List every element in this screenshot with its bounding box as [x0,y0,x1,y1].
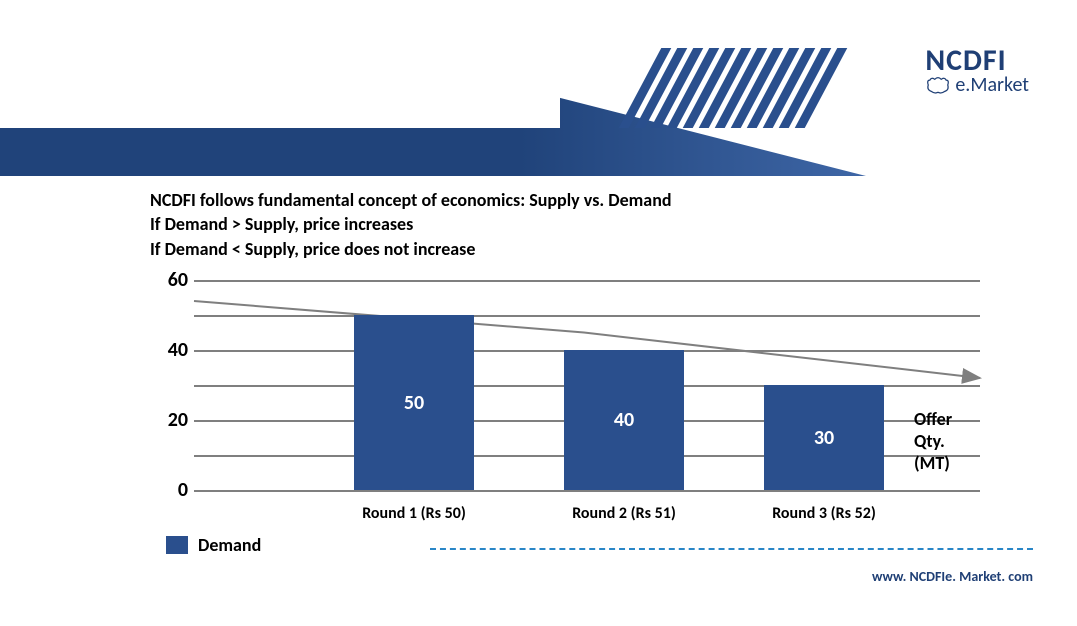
y-tick-label: 40 [168,338,188,362]
bar-group: 50Round 1 (Rs 50) [354,280,474,490]
bar-value-label: 30 [764,426,884,450]
cow-icon [925,75,951,95]
bar: 50 [354,315,474,490]
y-tick-label: 60 [168,268,188,292]
y-tick-label: 20 [168,408,188,432]
legend-swatch [166,536,188,554]
bar-group: 30Round 3 (Rs 52) [764,280,884,490]
x-category-label: Round 2 (Rs 51) [524,504,724,523]
offer-qty-label: Offer Qty. (MT) [914,408,980,474]
brand-logo: NCDFI e.Market [915,42,1033,97]
body-line-1: NCDFI follows fundamental concept of eco… [150,188,672,212]
header-stripes [619,48,892,128]
legend-label: Demand [198,534,261,556]
bar: 30 [764,385,884,490]
footer-divider [430,548,1033,550]
y-tick-label: 0 [178,478,188,502]
title-background [0,48,560,128]
logo-sub-text: e.Market [925,73,1029,97]
footer-url: www. NCDFIe. Market. com [872,568,1033,585]
chart-legend: Demand [166,534,261,556]
bar-value-label: 50 [354,391,474,415]
bar: 40 [564,350,684,490]
x-category-label: Round 3 (Rs 52) [724,504,924,523]
x-category-label: Round 1 (Rs 50) [314,504,514,523]
body-line-2: If Demand > Supply, price increases [150,212,672,236]
gridline [194,490,980,492]
explanation-text: NCDFI follows fundamental concept of eco… [150,188,672,261]
chart-plot-area: 50Round 1 (Rs 50) 40Round 2 (Rs 51) 30Roun… [194,280,980,490]
bar-group: 40Round 2 (Rs 51) [564,280,684,490]
body-line-3: If Demand < Supply, price does not incre… [150,237,672,261]
slide-header: How price would be discovered? NCDFI e.M… [0,48,1077,128]
demand-chart: 0204060 50Round 1 (Rs 50)40Round 2 (Rs 5… [150,280,980,490]
bar-value-label: 40 [564,408,684,432]
